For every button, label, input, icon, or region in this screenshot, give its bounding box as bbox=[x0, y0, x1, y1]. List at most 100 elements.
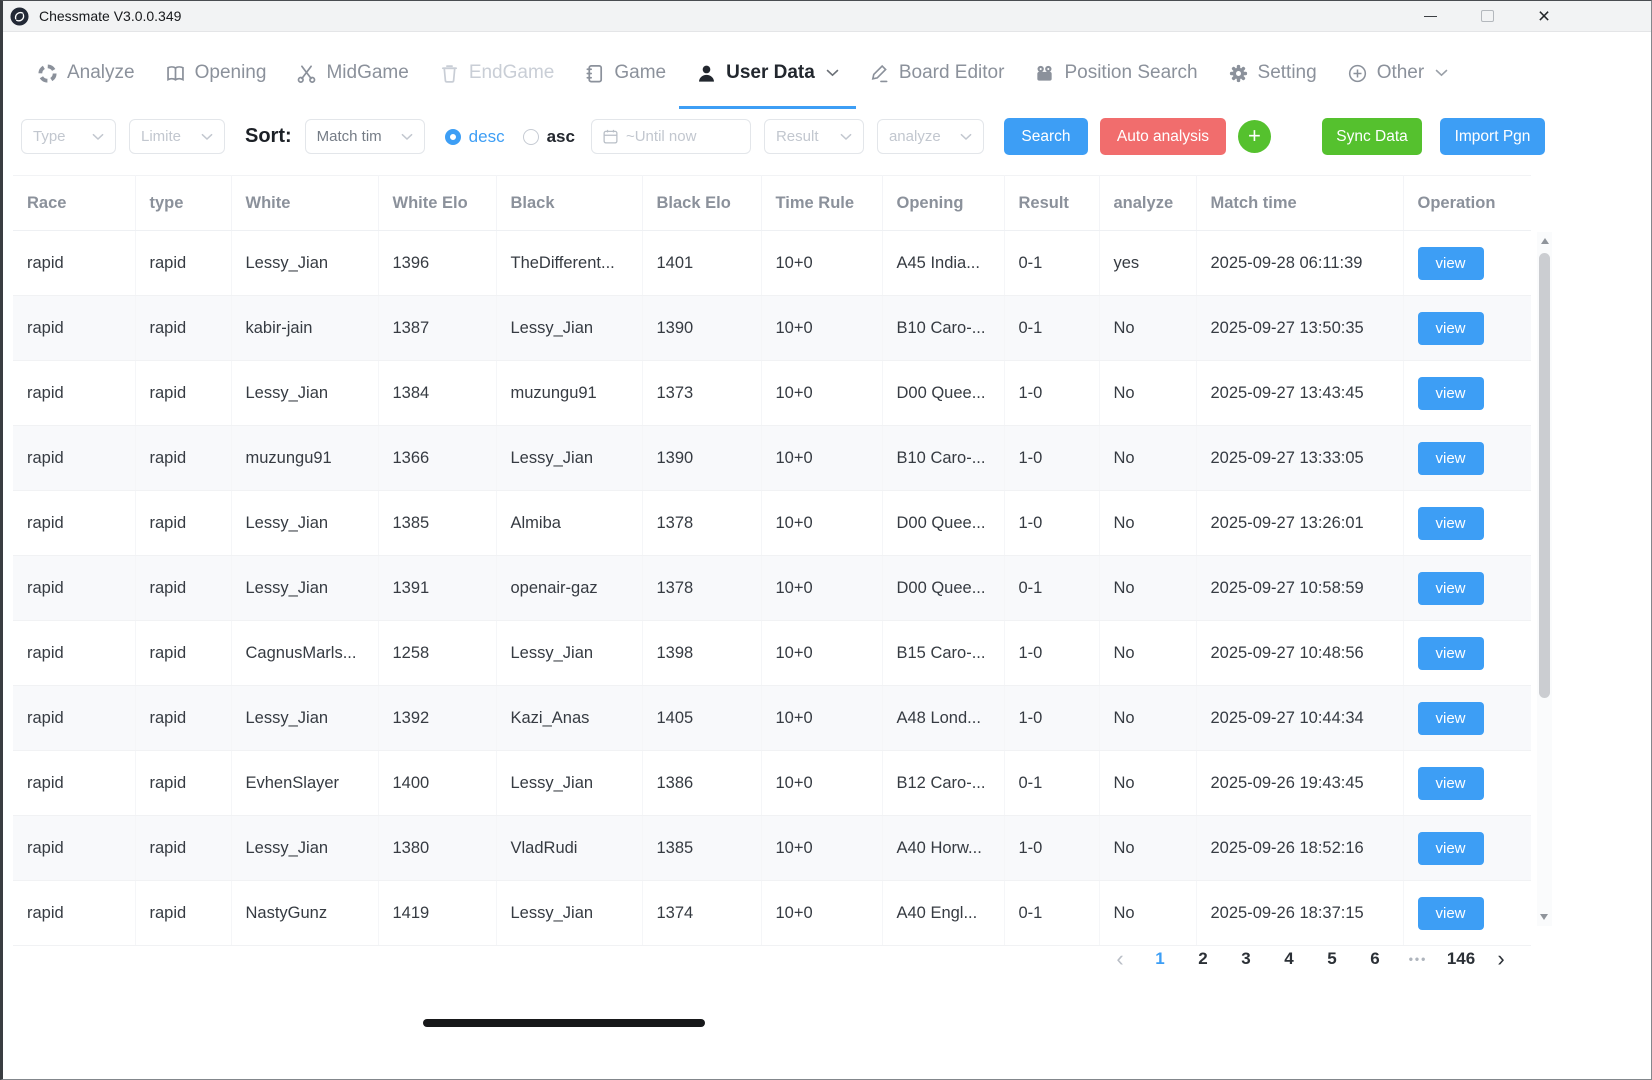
cell-type: rapid bbox=[135, 295, 232, 361]
scrollbar-thumb[interactable] bbox=[1539, 253, 1550, 698]
close-button[interactable]: × bbox=[1524, 1, 1564, 31]
cell-result: 0-1 bbox=[1004, 750, 1100, 816]
minimize-icon bbox=[1423, 15, 1437, 17]
view-button[interactable]: view bbox=[1417, 311, 1484, 345]
view-button[interactable]: view bbox=[1417, 896, 1484, 930]
date-range-placeholder: ~Until now bbox=[625, 128, 697, 145]
view-button[interactable]: view bbox=[1417, 506, 1484, 540]
cell-type: rapid bbox=[135, 425, 232, 491]
cell-white: Lessy_Jian bbox=[231, 490, 379, 556]
cell-analyze: No bbox=[1099, 880, 1197, 946]
pencil-icon bbox=[871, 64, 888, 82]
scroll-up-icon[interactable] bbox=[1540, 238, 1549, 244]
cell-matchtime: 2025-09-27 10:44:34 bbox=[1196, 685, 1404, 751]
cell-type: rapid bbox=[135, 555, 232, 621]
cell-black: Lessy_Jian bbox=[496, 620, 643, 686]
view-button[interactable]: view bbox=[1417, 766, 1484, 800]
desc-radio-label[interactable]: desc bbox=[468, 126, 505, 146]
sort-field-select[interactable]: Match tim bbox=[304, 119, 425, 154]
result-select[interactable]: Result bbox=[763, 119, 864, 154]
pagination-page[interactable]: 2 bbox=[1198, 949, 1208, 968]
import-pgn-button[interactable]: Import Pgn bbox=[1440, 118, 1545, 155]
pagination-page[interactable]: 5 bbox=[1327, 949, 1337, 968]
tab-setting[interactable]: Setting bbox=[1228, 62, 1317, 84]
cell-analyze: No bbox=[1099, 815, 1197, 881]
cell-blackelo: 1385 bbox=[642, 815, 762, 881]
cell-white: muzungu91 bbox=[231, 425, 379, 491]
chevron-down-icon bbox=[1435, 69, 1448, 77]
type-select[interactable]: Type bbox=[21, 119, 116, 154]
auto-analysis-button[interactable]: Auto analysis bbox=[1099, 118, 1226, 155]
scroll-down-icon[interactable] bbox=[1540, 914, 1548, 920]
pagination-prev[interactable]: ‹ bbox=[1116, 946, 1124, 971]
view-button[interactable]: view bbox=[1417, 376, 1484, 410]
pagination-page[interactable]: 6 bbox=[1370, 949, 1380, 968]
main-nav: Analyze Opening MidGame EndGame Game Use… bbox=[3, 32, 1651, 114]
cell-matchtime: 2025-09-27 13:33:05 bbox=[1196, 425, 1404, 491]
tab-label: Analyze bbox=[67, 62, 135, 83]
minimize-button[interactable] bbox=[1410, 1, 1450, 31]
cell-blackelo: 1405 bbox=[642, 685, 762, 751]
chevron-down-icon bbox=[826, 69, 839, 77]
calendar-icon bbox=[603, 129, 618, 144]
gear-icon bbox=[1229, 64, 1247, 82]
view-button[interactable]: view bbox=[1417, 571, 1484, 605]
view-button[interactable]: view bbox=[1417, 441, 1484, 475]
pagination-page[interactable]: 1 bbox=[1155, 949, 1165, 968]
cell-opening: B10 Caro-... bbox=[882, 425, 1005, 491]
tab-endgame[interactable]: EndGame bbox=[439, 62, 555, 84]
pagination-page[interactable]: 4 bbox=[1284, 949, 1294, 968]
analyze-icon bbox=[38, 63, 57, 83]
tab-position-search[interactable]: Position Search bbox=[1034, 62, 1198, 84]
cell-race: rapid bbox=[13, 815, 136, 881]
tab-other[interactable]: Other bbox=[1347, 62, 1449, 84]
table-row: rapid rapid kabir-jain 1387 Lessy_Jian 1390 10… bbox=[13, 295, 1531, 361]
filter-toolbar: Type Limite Sort: Match tim desc asc ~Un… bbox=[21, 118, 1545, 155]
table-row: rapid rapid EvhenSlayer 1400 Lessy_Jian 1386 1… bbox=[13, 750, 1531, 816]
pagination-next[interactable]: › bbox=[1497, 946, 1505, 971]
tab-label: EndGame bbox=[468, 62, 555, 83]
tab-opening[interactable]: Opening bbox=[165, 62, 267, 84]
pagination-page[interactable]: 146 bbox=[1446, 949, 1476, 968]
vertical-scrollbar[interactable] bbox=[1537, 232, 1552, 926]
view-button[interactable]: view bbox=[1417, 636, 1484, 670]
cell-matchtime: 2025-09-26 19:43:45 bbox=[1196, 750, 1404, 816]
tab-board-editor[interactable]: Board Editor bbox=[869, 62, 1004, 84]
cell-opening: D00 Quee... bbox=[882, 490, 1005, 556]
add-button[interactable]: + bbox=[1237, 120, 1271, 153]
asc-radio-label[interactable]: asc bbox=[546, 126, 575, 146]
pagination-ellipsis[interactable]: ••• bbox=[1408, 952, 1428, 966]
cell-analyze: No bbox=[1099, 750, 1197, 816]
asc-radio[interactable] bbox=[522, 128, 539, 145]
view-button[interactable]: view bbox=[1417, 831, 1484, 865]
tab-label: Opening bbox=[194, 62, 267, 83]
cell-matchtime: 2025-09-27 10:58:59 bbox=[1196, 555, 1404, 621]
tab-game[interactable]: Game bbox=[584, 62, 666, 84]
limited-select[interactable]: Limite bbox=[129, 119, 225, 154]
view-button[interactable]: view bbox=[1417, 701, 1484, 735]
table-row: rapid rapid NastyGunz 1419 Lessy_Jian 1374 10+… bbox=[13, 880, 1531, 946]
search-button[interactable]: Search bbox=[1003, 118, 1088, 155]
cell-race: rapid bbox=[13, 425, 136, 491]
table-row: rapid rapid Lessy_Jian 1396 TheDifferent... 1… bbox=[13, 230, 1531, 296]
cell-whiteelo: 1392 bbox=[378, 685, 497, 751]
taskbar-peek-bar bbox=[423, 1019, 705, 1027]
sync-data-button[interactable]: Sync Data bbox=[1322, 118, 1422, 155]
tab-analyze[interactable]: Analyze bbox=[37, 62, 135, 84]
cell-white: Lessy_Jian bbox=[231, 230, 379, 296]
cell-race: rapid bbox=[13, 295, 136, 361]
cell-black: openair-gaz bbox=[496, 555, 643, 621]
desc-radio[interactable] bbox=[444, 128, 461, 145]
tab-label: Position Search bbox=[1064, 62, 1198, 83]
cell-timerule: 10+0 bbox=[761, 620, 883, 686]
maximize-button[interactable] bbox=[1467, 1, 1507, 31]
pagination-page[interactable]: 3 bbox=[1241, 949, 1251, 968]
analyze-select[interactable]: analyze bbox=[876, 119, 984, 154]
tab-user-data[interactable]: User Data bbox=[679, 62, 856, 109]
tab-midgame[interactable]: MidGame bbox=[296, 62, 409, 84]
view-button[interactable]: view bbox=[1417, 246, 1484, 280]
cell-result: 1-0 bbox=[1004, 425, 1100, 491]
date-range-input[interactable]: ~Until now bbox=[590, 119, 751, 154]
cell-black: muzungu91 bbox=[496, 360, 643, 426]
